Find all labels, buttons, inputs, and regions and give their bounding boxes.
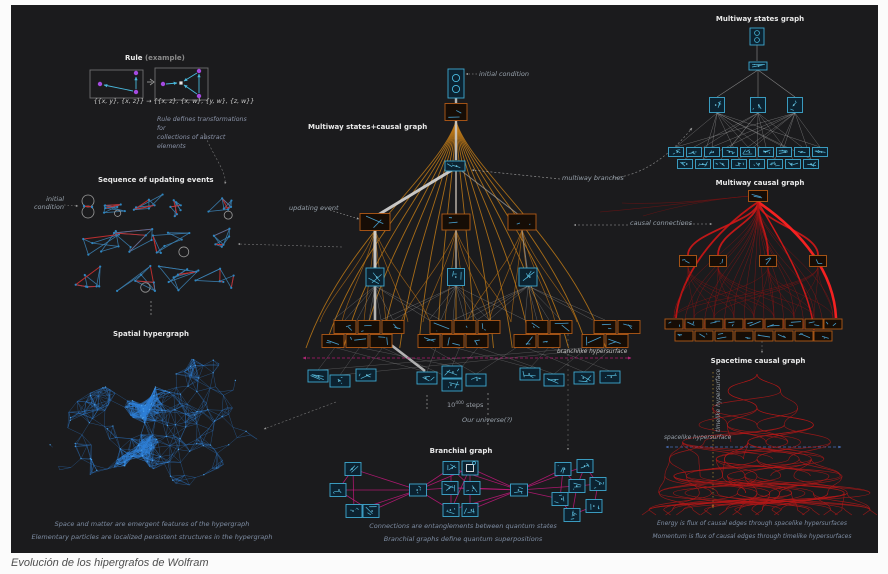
updating-event-label: updating event (289, 204, 339, 212)
spacelike-hypersurface-label: spacelike hypersurface (664, 435, 732, 441)
multiway-central-title: Multiway states+causal graph (308, 123, 428, 131)
spacetime-caption-1: Energy is flux of causal edges through s… (657, 520, 847, 527)
spatial-hypergraph-title: Spatial hypergraph (112, 330, 190, 338)
diagram-canvas (11, 5, 878, 553)
universe-label: Our universe(?) (462, 416, 513, 424)
initial-condition-label: initial condition (479, 70, 529, 78)
rule-title-main: Rule (125, 54, 143, 62)
spatial-caption-1: Space and matter are emergent features o… (54, 520, 250, 528)
figure-caption: Evolución de los hipergrafos de Wolfram (11, 557, 209, 569)
multiway-states-graph-title: Multiway states graph (715, 15, 805, 23)
rule-note-line2: collections of abstract elements (157, 133, 226, 150)
sequence-title: Sequence of updating events (98, 176, 214, 184)
branchial-caption-1: Connections are entanglements between qu… (369, 522, 557, 530)
rule-note-line1: Rule defines transformations for (157, 116, 247, 132)
rule-formula: {{x, y}, {x, z}} → {{x, z}, {x, w}, {y, … (93, 98, 255, 105)
steps-label: 10400 steps (447, 401, 484, 410)
spacetime-caption-2: Momentum is flux of causal edges through… (652, 533, 852, 540)
branchlike-hypersurface-label: branchlike hypersurface (557, 349, 628, 355)
causal-connections-label: causal connections (630, 219, 693, 227)
multiway-branches-label: multiway branches (562, 174, 624, 182)
rule-title-note: (example) (142, 54, 185, 62)
rule-title: Rule (example) (125, 54, 185, 62)
rule-note: Rule defines transformations for collect… (157, 116, 252, 152)
timelike-hypersurface-label: timelike hypersurface (716, 368, 722, 432)
spacetime-causal-graph-title: Spacetime causal graph (710, 357, 806, 365)
spatial-caption-2: Elementary particles are localized persi… (31, 533, 273, 541)
branchial-caption-2: Branchial graphs define quantum superpos… (383, 535, 543, 543)
multiway-causal-graph-title: Multiway causal graph (715, 179, 805, 187)
branchial-graph-title: Branchial graph (429, 447, 493, 455)
initial-condition-left-label: initial condition (33, 195, 64, 212)
